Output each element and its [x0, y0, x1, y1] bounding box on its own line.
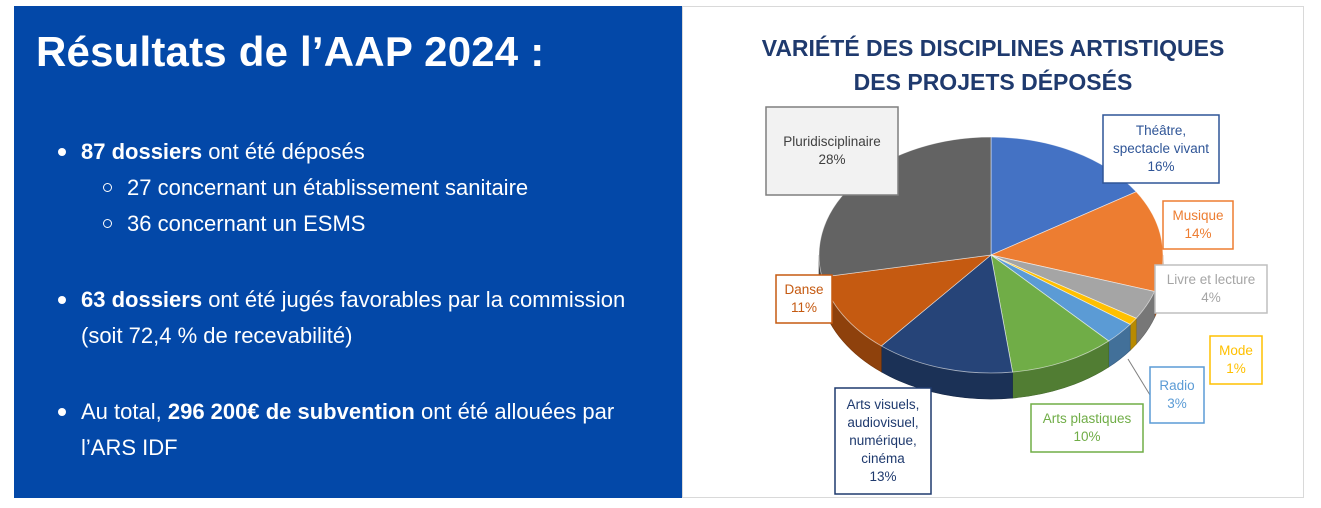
data-label-box-8 — [765, 106, 899, 196]
data-label-7: Danse 11% — [784, 282, 823, 315]
slide-title: Résultats de l’AAP 2024 : — [36, 28, 545, 75]
data-label-box-2 — [1154, 264, 1268, 314]
data-label-5: Arts plastiques 10% — [1043, 411, 1132, 444]
subsidy-text: ont été allouées par l’ARS IDF — [81, 399, 615, 460]
favorable-text: ont été jugés favorables par la commissi… — [81, 287, 626, 348]
results-list: 87 dossiers ont été déposés 27 concernan… — [54, 134, 654, 466]
subsidy-amount: 296 200€ de subvention — [167, 399, 415, 424]
data-label-box-3 — [1209, 335, 1263, 385]
chart-title-line2: DES PROJETS DÉPOSÉS — [853, 69, 1133, 95]
chart-title: VARIÉTÉ DES DISCIPLINES ARTISTIQUES DES … — [683, 31, 1303, 99]
bullet-submitted: 87 dossiers ont été déposés — [54, 134, 654, 170]
bullet-favorable: 63 dossiers ont été jugés favorables par… — [54, 282, 654, 354]
data-label-box-6 — [834, 387, 932, 495]
data-label-1: Musique 14% — [1172, 208, 1223, 241]
data-label-box-1 — [1162, 200, 1234, 250]
data-label-0: Théâtre, spectacle vivant 16% — [1113, 123, 1209, 174]
data-label-box-4 — [1149, 366, 1205, 424]
sub-bullet-sanitary: 27 concernant un établissement sanitaire — [54, 170, 654, 206]
subsidy-prefix: Au total, — [81, 399, 168, 424]
summary-panel: Résultats de l’AAP 2024 : 87 dossiers on… — [14, 6, 682, 498]
data-label-8: Pluridisciplinaire 28% — [783, 134, 881, 167]
label-leader-4 — [1127, 358, 1151, 396]
bullet-subsidy: Au total, 296 200€ de subvention ont été… — [54, 394, 654, 466]
sub-bullet-esms: 36 concernant un ESMS — [54, 206, 654, 242]
pie-slice-5 — [990, 254, 1110, 373]
data-label-box-7 — [775, 274, 833, 324]
pie-slices — [818, 136, 1164, 374]
pie-chart: Théâtre, spectacle vivant 16% Musique 14% Liv… — [765, 106, 1268, 495]
favorable-count: 63 dossiers — [81, 287, 203, 312]
submitted-text: ont été déposés — [202, 139, 365, 164]
data-labels: Théâtre, spectacle vivant 16% Musique 14% Liv… — [765, 106, 1268, 495]
submitted-count: 87 dossiers — [81, 139, 203, 164]
data-label-3: Mode 1% — [1219, 343, 1253, 376]
chart-panel: VARIÉTÉ DES DISCIPLINES ARTISTIQUES DES … — [682, 6, 1304, 498]
data-label-2: Livre et lecture 4% — [1167, 272, 1256, 305]
data-label-box-0 — [1102, 114, 1220, 184]
pie-slice-6 — [880, 254, 1014, 374]
chart-title-line1: VARIÉTÉ DES DISCIPLINES ARTISTIQUES — [761, 35, 1225, 61]
data-label-4: Radio 3% — [1159, 378, 1194, 411]
data-label-box-5 — [1030, 403, 1144, 453]
data-label-6: Arts visuels, audiovisuel, numérique, ciném… — [847, 397, 920, 484]
